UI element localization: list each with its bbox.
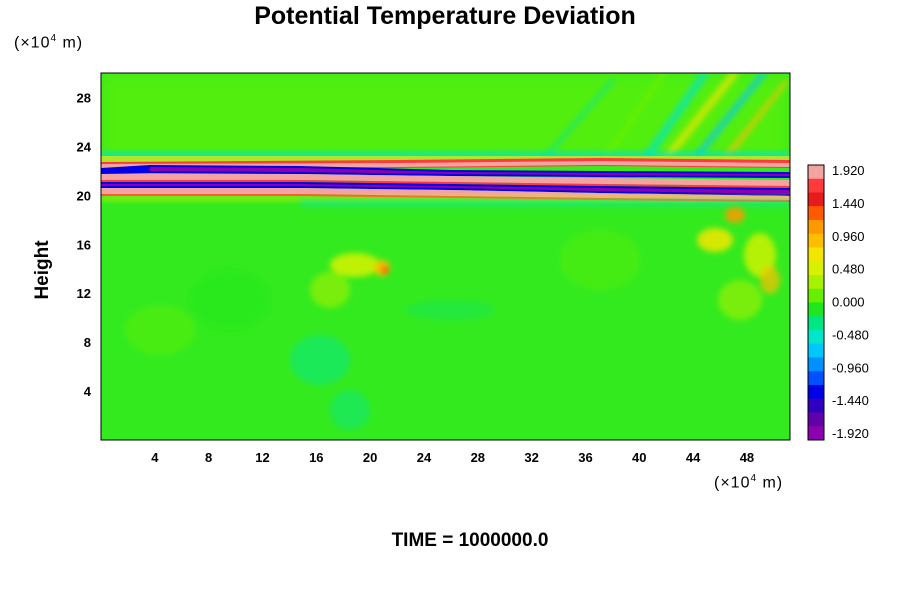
y-tick-label: 12 [77,286,91,301]
colorbar-swatch [808,233,824,248]
colorbar-label: 1.440 [832,196,865,211]
warm-patch [125,305,195,355]
anomaly-right [725,207,745,223]
y-unit-exponent: 4 [50,33,58,44]
x-tick-label: 8 [205,450,212,465]
y-tick-label: 8 [84,335,91,350]
y-tick-label: 16 [77,237,91,252]
colorbar-label: -0.960 [832,360,869,375]
colorbar-swatch [808,357,824,372]
y-unit-prefix: (×10 [14,34,51,52]
warm-patch [560,230,640,290]
upper-field-tint [101,73,790,163]
colorbar-label: 0.960 [832,229,865,244]
x-unit-prefix: (×10 [714,474,751,492]
colorbar-swatch [808,192,824,207]
cool-patch [405,300,495,320]
colorbar-swatch [808,371,824,386]
colorbar-swatch [808,412,824,427]
cool-patch [190,270,270,330]
colorbar-label: 0.000 [832,295,865,310]
colorbar-swatch [808,261,824,276]
colorbar-swatch [808,178,824,193]
colorbar-label: 0.480 [832,262,865,277]
colorbar-swatch [808,247,824,262]
time-label: TIME = 1000000.0 [391,530,549,551]
y-tick-label: 20 [77,188,91,203]
x-tick-label: 44 [686,450,701,465]
colorbar-label: -1.440 [832,393,869,408]
colorbar-swatch [808,385,824,400]
x-tick-label: 48 [740,450,754,465]
y-axis-ticks: 4 8 12 16 20 24 28 [77,90,92,399]
anomaly-right [718,280,762,320]
x-tick-label: 40 [632,450,646,465]
anomaly-right [744,233,776,277]
x-tick-label: 36 [578,450,592,465]
colorbar-swatch [808,398,824,413]
x-axis-unit: (×104 m) [714,473,783,492]
colorbar-label: -0.480 [832,327,869,342]
colorbar: 1.920 1.440 0.960 0.480 0.000 -0.480 -0.960 -1.… [807,163,869,441]
y-tick-label: 28 [77,90,91,105]
x-tick-label: 24 [417,450,432,465]
anomaly-center [330,253,380,277]
colorbar-swatch [808,343,824,358]
x-tick-label: 4 [151,450,159,465]
wave-fan-stripe [600,73,668,160]
colorbar-swatch [808,165,824,180]
colorbar-swatch [808,275,824,290]
wave-fan-stripe [660,73,740,160]
anomaly-right [760,266,780,294]
anomaly-center [310,272,350,308]
colorbar-swatch [808,302,824,317]
x-tick-label: 12 [255,450,269,465]
colorbar-swatch [808,206,824,221]
duct-purple-band-1 [150,167,790,176]
colorbar-swatch [808,220,824,235]
duct-yellow-upper [101,156,790,162]
wave-fan-stripe [690,73,768,160]
cool-patch [330,390,370,430]
colorbar-swatch [808,316,824,331]
colorbar-label: -1.920 [832,426,869,441]
colorbar-label: 1.920 [832,163,865,178]
wave-fan-stripe [640,73,710,160]
anomaly-center [381,266,389,274]
duct-cyan-lower [300,200,790,206]
x-unit-suffix: m) [757,474,784,492]
x-tick-label: 20 [363,450,377,465]
y-unit-suffix: m) [57,34,84,52]
y-tick-label: 4 [84,384,92,399]
colorbar-frame [807,164,825,441]
convective-anomalies [125,207,780,430]
upper-wave-fan [540,73,790,160]
x-unit-exponent: 4 [750,473,758,484]
duct-yellow-lower [101,196,790,201]
x-tick-label: 28 [471,450,485,465]
plot-area [101,73,790,440]
anomaly-right [697,228,733,252]
colorbar-swatch [808,426,824,441]
cool-patch [290,335,350,385]
colorbar-swatch [808,288,824,303]
colorbar-swatch [808,330,824,345]
wave-fan-stripe [540,80,616,160]
duct-pink-band-2 [101,174,790,186]
y-tick-label: 24 [77,139,92,154]
wave-fan-stripe [720,80,790,160]
plot-frame [100,72,791,441]
wave-duct [101,152,790,206]
x-axis-ticks: 4 8 12 16 20 24 28 32 36 40 44 48 [151,450,754,465]
chart-title: Potential Temperature Deviation [254,2,636,30]
y-axis-unit: (×104 m) [14,33,83,52]
x-tick-label: 16 [309,450,323,465]
duct-purple-band-2 [101,184,790,194]
x-tick-label: 32 [524,450,538,465]
